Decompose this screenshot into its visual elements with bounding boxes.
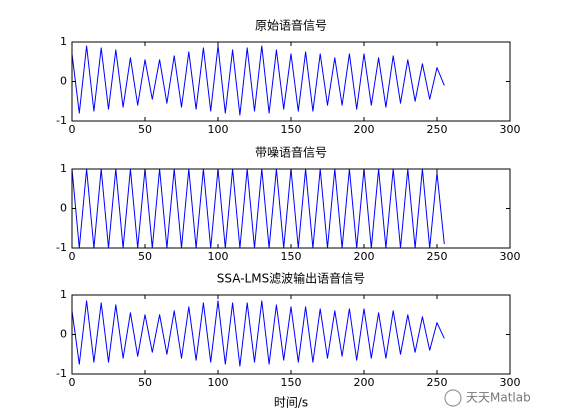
y-tick-label: 1	[60, 288, 67, 301]
y-tick-label: 1	[60, 162, 67, 175]
subplot: 0 50 100 150 200 250 300-101SSA-LMS滤波输出语音信号时间/…	[56, 271, 520, 410]
signal-line	[72, 300, 445, 367]
y-tick-label: -1	[56, 241, 67, 254]
x-tick-label: 200	[354, 250, 375, 263]
x-tick-label: 300	[500, 376, 521, 389]
watermark: 天天Matlab	[444, 389, 531, 407]
x-tick-label: 100	[208, 376, 229, 389]
x-tick-label: 300	[500, 250, 521, 263]
x-tick-label: 250	[427, 376, 448, 389]
x-tick-label: 300	[500, 123, 521, 136]
y-tick-label: 0	[60, 75, 67, 88]
x-tick-label: 200	[354, 376, 375, 389]
signal-line	[72, 169, 445, 248]
x-tick-label: 150	[281, 250, 302, 263]
x-tick-label: 50	[138, 123, 152, 136]
x-tick-label: 0	[69, 376, 76, 389]
x-tick-label: 250	[427, 123, 448, 136]
signal-line	[72, 45, 445, 116]
x-tick-label: 50	[138, 250, 152, 263]
y-tick-label: 1	[60, 35, 67, 48]
x-axis-label: 时间/s	[274, 396, 308, 410]
x-tick-label: 0	[69, 123, 76, 136]
y-tick-label: -1	[56, 367, 67, 380]
subplot-title: 原始语音信号	[255, 18, 327, 33]
watermark-text: 天天Matlab	[466, 391, 531, 405]
y-tick-label: -1	[56, 114, 67, 127]
x-tick-label: 100	[208, 250, 229, 263]
watermark-icon	[444, 389, 462, 407]
x-tick-label: 200	[354, 123, 375, 136]
x-tick-label: 0	[69, 250, 76, 263]
x-tick-label: 100	[208, 123, 229, 136]
y-tick-label: 0	[60, 202, 67, 215]
x-tick-label: 150	[281, 376, 302, 389]
x-tick-label: 250	[427, 250, 448, 263]
plot-area	[72, 169, 510, 248]
x-tick-label: 50	[138, 376, 152, 389]
subplot-title: SSA-LMS滤波输出语音信号	[217, 271, 365, 286]
x-tick-label: 150	[281, 123, 302, 136]
y-tick-label: 0	[60, 328, 67, 341]
subplot-title: 带噪语音信号	[255, 145, 327, 160]
